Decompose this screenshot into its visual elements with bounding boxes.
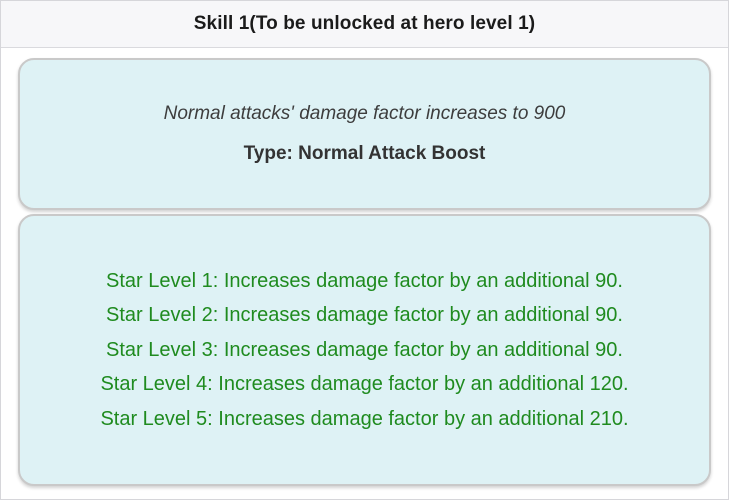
skill-header-bar: Skill 1(To be unlocked at hero level 1) (1, 1, 728, 48)
skill-type-text: Type: Normal Attack Boost (243, 143, 486, 164)
star-level-3-line: Star Level 3: Increases damage factor by… (106, 338, 623, 361)
star-level-2-line: Star Level 2: Increases damage factor by… (106, 304, 623, 327)
star-level-1-line: Star Level 1: Increases damage factor by… (106, 269, 623, 292)
skill-title: Skill 1(To be unlocked at hero level 1) (193, 13, 536, 34)
skill-description-card: Normal attacks' damage factor increases … (18, 58, 711, 210)
skill-content: Normal attacks' damage factor increases … (1, 48, 728, 486)
star-level-4-line: Star Level 4: Increases damage factor by… (100, 373, 629, 396)
star-levels-card: Star Level 1: Increases damage factor by… (18, 214, 711, 486)
star-level-5-line: Star Level 5: Increases damage factor by… (100, 407, 629, 430)
skill-description-text: Normal attacks' damage factor increases … (163, 103, 566, 124)
